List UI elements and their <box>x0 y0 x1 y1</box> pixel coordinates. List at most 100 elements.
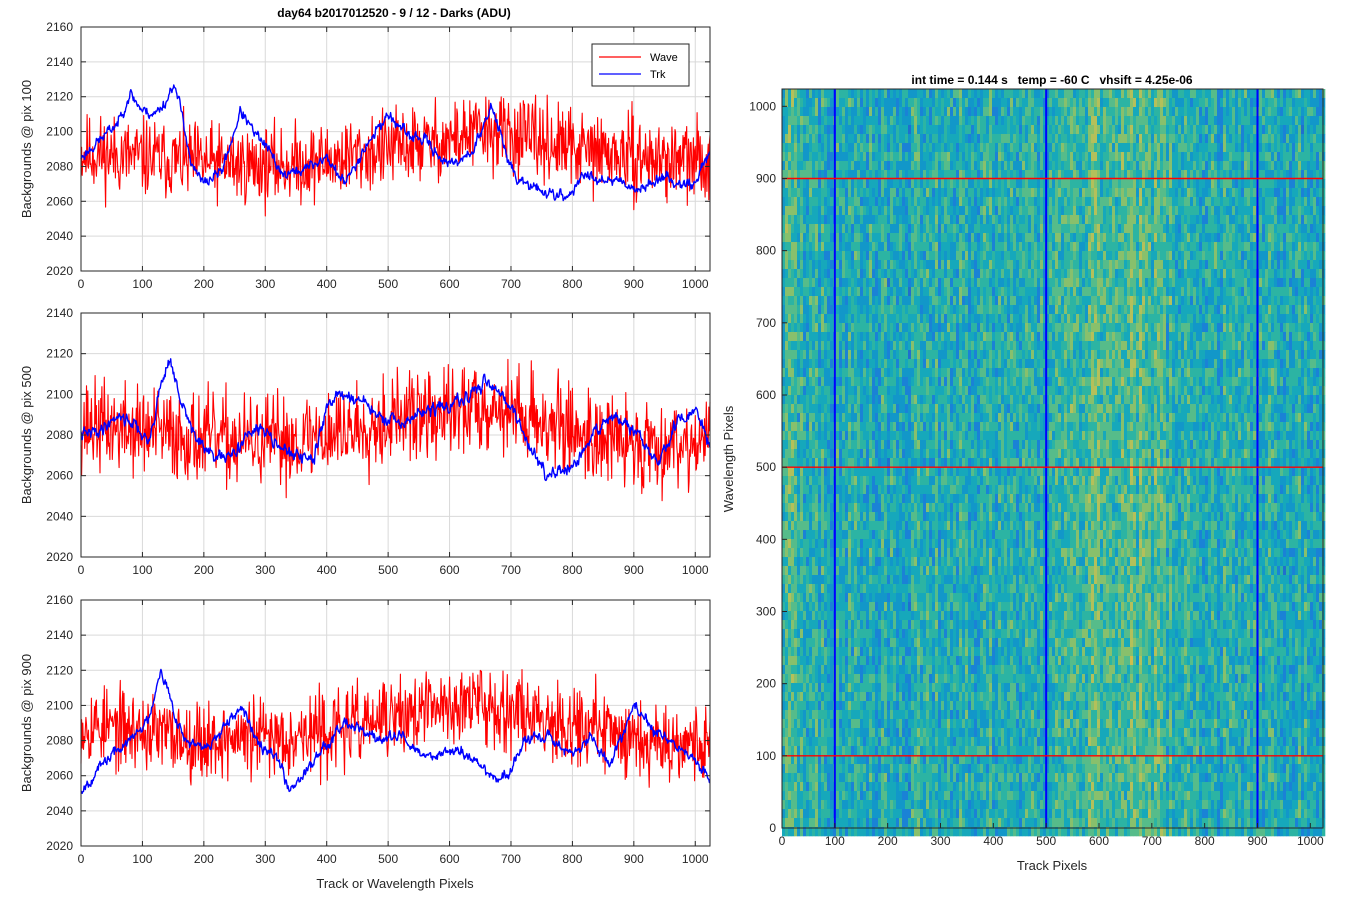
tick-label-x: 700 <box>501 277 521 291</box>
heatmap-cell <box>869 755 873 765</box>
heatmap-cell <box>917 269 921 279</box>
heatmap-cell <box>797 233 801 243</box>
heatmap-cell <box>884 431 888 441</box>
tick-label-x: 0 <box>78 563 85 577</box>
heatmap-cell <box>851 827 855 837</box>
heatmap-cell <box>821 521 825 531</box>
heatmap-cell <box>935 323 939 333</box>
heatmap-cell <box>851 458 855 468</box>
heatmap-cell <box>869 251 873 261</box>
heatmap-cell <box>785 422 789 432</box>
heatmap-cell <box>905 296 909 306</box>
heatmap-cell <box>887 413 891 423</box>
heatmap-cell <box>851 755 855 765</box>
heatmap-cell <box>911 170 915 180</box>
heatmap-cell <box>932 665 936 675</box>
heatmap-cell <box>809 629 813 639</box>
heatmap-cell <box>827 233 831 243</box>
heatmap-cell <box>905 179 909 189</box>
heatmap-cell <box>857 620 861 630</box>
heatmap-cell <box>827 251 831 261</box>
heatmap-cell <box>851 674 855 684</box>
heatmap-cell <box>905 476 909 486</box>
heatmap-cell <box>788 395 792 405</box>
heatmap-cell <box>902 359 906 369</box>
heatmap-cell <box>845 539 849 549</box>
heatmap-cell <box>902 521 906 531</box>
heatmap-cell <box>836 728 840 738</box>
heatmap-cell <box>896 323 900 333</box>
heatmap-cell <box>854 179 858 189</box>
heatmap-cell <box>896 251 900 261</box>
heatmap-cell <box>824 584 828 594</box>
heatmap-cell <box>797 557 801 567</box>
heatmap-cell <box>941 485 945 495</box>
heatmap-cell <box>929 233 933 243</box>
heatmap-cell <box>860 791 864 801</box>
heatmap-cell <box>812 755 816 765</box>
heatmap-cell <box>941 233 945 243</box>
heatmap-cell <box>926 179 930 189</box>
heatmap-cell <box>830 170 834 180</box>
heatmap-cell <box>893 206 897 216</box>
heatmap-cell <box>944 710 948 720</box>
heatmap-cell <box>878 521 882 531</box>
heatmap-cell <box>881 341 885 351</box>
heatmap-cell <box>875 440 879 450</box>
heatmap-cell <box>911 152 915 162</box>
heatmap-cell <box>824 656 828 666</box>
heatmap-cell <box>884 647 888 657</box>
heatmap-cell <box>884 296 888 306</box>
heatmap-cell <box>818 332 822 342</box>
heatmap-cell <box>908 359 912 369</box>
heatmap-cell <box>953 89 957 99</box>
heatmap-cell <box>866 278 870 288</box>
heatmap-cell <box>791 107 795 117</box>
heatmap-cell <box>872 89 876 99</box>
heatmap-cell <box>794 485 798 495</box>
heatmap-cell <box>935 584 939 594</box>
heatmap-cell <box>902 314 906 324</box>
heatmap-cell <box>845 629 849 639</box>
heatmap-cell <box>803 701 807 711</box>
heatmap-cell <box>875 296 879 306</box>
heatmap-cell <box>902 683 906 693</box>
heatmap-cell <box>836 449 840 459</box>
heatmap-cell <box>836 521 840 531</box>
heatmap-cell <box>902 737 906 747</box>
heatmap-cell <box>911 377 915 387</box>
heatmap-cell <box>893 521 897 531</box>
heatmap-cell <box>950 386 954 396</box>
heatmap-cell <box>806 440 810 450</box>
heatmap-cell <box>911 440 915 450</box>
heatmap-cell <box>923 188 927 198</box>
heatmap-cell <box>908 665 912 675</box>
heatmap-cell <box>857 107 861 117</box>
heatmap-cell <box>824 755 828 765</box>
heatmap-cell <box>896 314 900 324</box>
heatmap-cell <box>896 341 900 351</box>
heatmap-cell <box>782 251 786 261</box>
heatmap-cell <box>884 575 888 585</box>
heatmap-cell <box>830 449 834 459</box>
heatmap-cell <box>788 359 792 369</box>
heatmap-cell <box>929 413 933 423</box>
heatmap-cell <box>935 476 939 486</box>
heatmap-cell <box>860 629 864 639</box>
heatmap-cell <box>881 89 885 99</box>
heatmap-cell <box>938 197 942 207</box>
heatmap-cell <box>827 341 831 351</box>
heatmap-cell <box>791 260 795 270</box>
heatmap-cell <box>875 251 879 261</box>
heatmap-cell <box>860 638 864 648</box>
heatmap-cell <box>926 800 930 810</box>
heatmap-cell <box>860 692 864 702</box>
heatmap-cell <box>896 485 900 495</box>
heatmap-cell <box>806 647 810 657</box>
heatmap-cell <box>878 485 882 495</box>
heatmap-cell <box>923 539 927 549</box>
heatmap-cell <box>932 116 936 126</box>
heatmap-cell <box>821 341 825 351</box>
heatmap-cell <box>800 152 804 162</box>
heatmap-cell <box>905 782 909 792</box>
